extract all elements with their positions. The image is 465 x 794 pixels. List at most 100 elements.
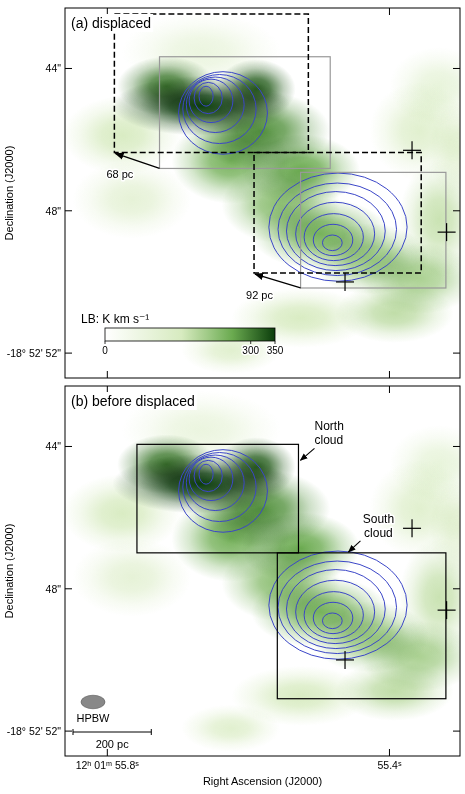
displacement-arrow (255, 274, 301, 288)
cloud-arrow (348, 541, 360, 552)
y-axis-title: Declination (J2000) (3, 524, 15, 619)
region-box (137, 444, 299, 553)
region-box (301, 172, 446, 288)
colorbar-tick-label: 350 (267, 345, 284, 356)
x-tick (389, 749, 390, 756)
contour (278, 561, 397, 654)
x-tick (107, 386, 108, 393)
contour (183, 453, 256, 522)
contour (313, 602, 353, 633)
y-axis-title: Declination (J2000) (3, 146, 15, 241)
contour (269, 173, 407, 281)
colorbar-label: LB: K km s⁻¹ (81, 312, 149, 326)
plot-area (65, 391, 460, 752)
contour (189, 457, 233, 500)
scale-bar (73, 729, 151, 735)
x-tick (389, 371, 390, 378)
scale-bar-cap (151, 729, 152, 735)
contour (296, 202, 375, 265)
cloud-label: Northcloud (314, 419, 343, 447)
colorbar-tick-label: 0 (102, 345, 108, 356)
cross (438, 223, 456, 241)
contour (278, 183, 397, 275)
contour (179, 450, 268, 533)
panel: NorthcloudSouthcloudHPBW200 pc12ʰ 01ᵐ 55… (3, 386, 465, 787)
contour (304, 592, 363, 639)
y-tick (65, 210, 72, 211)
x-tick (389, 386, 390, 393)
region-box (277, 553, 446, 699)
x-tick (107, 749, 108, 756)
colorbar-tick (250, 341, 251, 344)
contour (286, 570, 385, 649)
region-box (114, 14, 308, 152)
displacement-label: 92 pc (246, 289, 273, 301)
y-tick-label: 44" (46, 62, 62, 74)
y-tick-label: 48" (46, 205, 62, 217)
cross-line (344, 273, 345, 291)
displacement-arrow (115, 153, 159, 168)
y-tick (65, 353, 72, 354)
scale-bar-line (73, 732, 151, 733)
y-tick (65, 446, 72, 447)
contour (322, 613, 342, 629)
contour (296, 580, 375, 643)
panel-title: (b) before displaced (71, 393, 195, 409)
colorbar: LB: K km s⁻¹0300350 (81, 312, 284, 356)
y-tick (453, 446, 460, 447)
contour (186, 77, 244, 132)
y-tick-label: 44" (46, 440, 62, 452)
contour (183, 75, 256, 144)
y-tick-label: 48" (46, 583, 62, 595)
y-tick (65, 588, 72, 589)
plot-frame (65, 8, 460, 378)
panel: 68 pc92 pcLB: K km s⁻¹030035044"48"-18° … (3, 8, 465, 378)
contour (186, 455, 244, 511)
title-patch (69, 14, 153, 32)
beam (81, 695, 105, 709)
contour (286, 192, 385, 271)
cross-line (446, 223, 447, 241)
contour (179, 72, 268, 155)
colorbar-tick (105, 341, 106, 344)
y-tick (65, 68, 72, 69)
cloud-label-line: cloud (364, 526, 393, 540)
cross (336, 651, 354, 669)
beam-label: HPBW (77, 712, 111, 724)
emission-map (65, 13, 460, 374)
annotations: NorthcloudSouthcloudHPBW200 pc (73, 419, 394, 750)
cross (403, 141, 421, 159)
y-tick (65, 731, 72, 732)
scale-bar-cap (73, 729, 74, 735)
emission-blob (429, 479, 460, 577)
y-tick (453, 353, 460, 354)
contour (304, 214, 363, 261)
contour (199, 86, 213, 106)
cloud-label-line: cloud (314, 433, 343, 447)
colorbar-bar (105, 328, 275, 341)
displacement-label: 68 pc (106, 168, 133, 180)
cloud-label-line: South (363, 512, 394, 526)
y-tick-label: -18° 52' 52" (7, 347, 62, 359)
cross (336, 273, 354, 291)
emission-blob (73, 538, 192, 616)
contour (269, 551, 407, 659)
cross (403, 519, 421, 537)
title-patch (69, 392, 197, 410)
region-box (254, 152, 421, 273)
emission-blob (429, 101, 460, 199)
contour (194, 82, 222, 113)
contour (189, 79, 233, 122)
panel-title: (a) displaced (71, 15, 151, 31)
cloud-label-line: North (314, 419, 343, 433)
cross (438, 601, 456, 619)
cloud-label: Southcloud (363, 512, 394, 540)
cross-line (411, 519, 412, 537)
y-tick (453, 68, 460, 69)
cross-line (344, 651, 345, 669)
contour (194, 460, 222, 491)
cross-line (411, 141, 412, 159)
contour (322, 235, 342, 251)
emission-map (65, 391, 460, 752)
x-tick (389, 8, 390, 15)
